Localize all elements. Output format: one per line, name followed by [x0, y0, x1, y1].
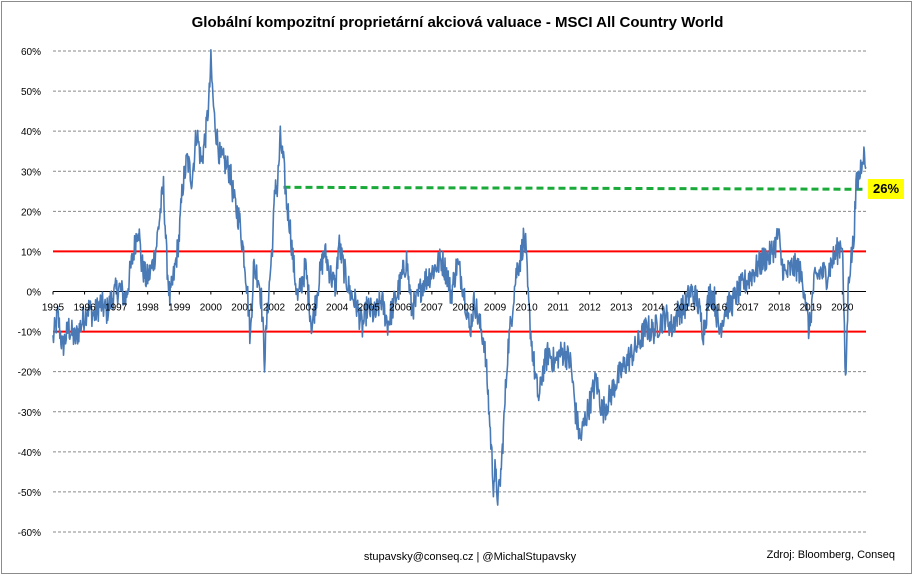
x-tick-label: 2020 [831, 303, 854, 314]
y-tick-label: -20% [18, 368, 41, 379]
x-tick-label: 2017 [736, 303, 759, 314]
x-tick-label: 2000 [200, 303, 223, 314]
y-tick-label: -40% [18, 448, 41, 459]
x-tick-label: 1998 [137, 303, 160, 314]
x-tick-label: 2015 [673, 303, 696, 314]
footer-contact: stupavsky@conseq.cz | @MichalStupavsky [363, 551, 577, 563]
x-tick-label: 2007 [421, 303, 444, 314]
x-tick-label: 2010 [515, 303, 538, 314]
y-tick-label: 10% [21, 247, 41, 258]
x-tick-label: 2008 [452, 303, 475, 314]
y-tick-label: -10% [18, 328, 41, 339]
x-tick-label: 1997 [105, 303, 128, 314]
y-tick-label: 20% [21, 207, 41, 218]
x-tick-label: 2011 [547, 303, 569, 314]
y-tick-label: 40% [21, 127, 41, 138]
footer-source: Zdroj: Bloomberg, Conseq [766, 549, 895, 561]
y-tick-label: -50% [18, 488, 41, 499]
x-tick-label: 2016 [705, 303, 728, 314]
x-tick-label: 2004 [326, 303, 349, 314]
x-tick-label: 2019 [800, 303, 823, 314]
x-tick-label: 2014 [642, 303, 665, 314]
x-tick-label: 1996 [73, 303, 96, 314]
x-tick-label: 2002 [263, 303, 286, 314]
y-tick-label: -30% [18, 408, 41, 419]
x-tick-label: 2005 [358, 303, 381, 314]
y-tick-label: 50% [21, 87, 41, 98]
x-tick-label: 2006 [389, 303, 412, 314]
y-tick-label: 60% [21, 47, 41, 58]
chart-title: Globální kompozitní proprietární akciová… [191, 14, 724, 31]
annotation-badge: 26% [868, 179, 904, 199]
x-tick-label: 2018 [768, 303, 791, 314]
x-tick-label: 2003 [294, 303, 317, 314]
reference-line-dashed [283, 185, 867, 191]
y-tick-label: 0% [27, 288, 42, 299]
x-tick-label: 1999 [168, 303, 191, 314]
x-tick-label: 2012 [579, 303, 602, 314]
x-tick-label: 2009 [484, 303, 507, 314]
series-line [52, 49, 867, 506]
y-tick-label: 30% [21, 167, 41, 178]
x-tick-label: 2013 [610, 303, 633, 314]
x-tick-label: 2001 [231, 303, 254, 314]
y-tick-label: -60% [18, 528, 41, 539]
x-tick-label: 1995 [42, 303, 65, 314]
